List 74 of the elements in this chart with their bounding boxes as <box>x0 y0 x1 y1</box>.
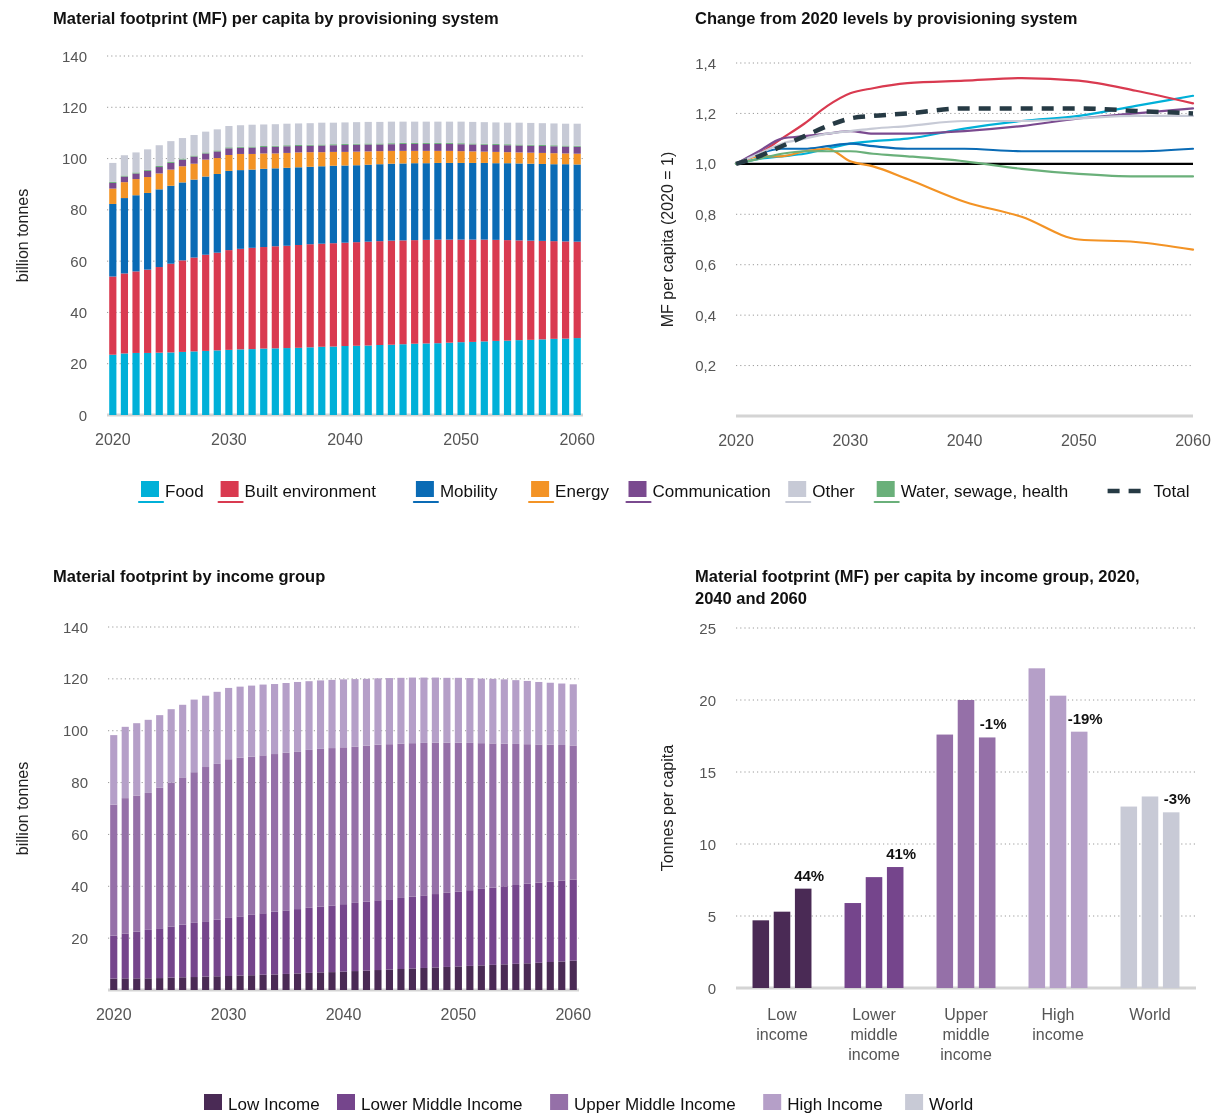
y-tick-label: 60 <box>71 825 88 843</box>
y-tick-label: 40 <box>70 303 87 321</box>
y-tick-label: 0 <box>78 406 87 424</box>
y-tick-label: 10 <box>699 835 716 853</box>
x-tick-label: 2020 <box>95 1006 132 1023</box>
legend-label: Total <box>1153 481 1190 501</box>
y-tick-label: 20 <box>699 691 716 709</box>
x-tick-label: 2050 <box>443 431 479 448</box>
chart-title: Material footprint (MF) per capita by provisioning system <box>53 9 499 27</box>
y-tick-label: 20 <box>71 929 88 947</box>
annotation: 44% <box>794 866 825 884</box>
chart-title: Material footprint (MF) per capita by income group, 2020, 2040 and 2060 <box>695 567 1140 607</box>
x-tick-label: Upper middle income <box>940 1006 992 1063</box>
y-tick-label: 0,6 <box>695 256 716 274</box>
annotation: 41% <box>886 845 917 863</box>
legend-label: Upper Middle Income <box>574 1094 736 1114</box>
y-tick-label: 20 <box>70 355 87 373</box>
chart-title: Change from 2020 levels by provisioning system <box>695 9 1078 27</box>
x-tick-label: 2030 <box>210 1006 247 1023</box>
x-tick-label: 2020 <box>718 432 754 449</box>
legend-label: High Income <box>787 1094 883 1114</box>
annotation: -1% <box>979 715 1007 733</box>
y-tick-label: 80 <box>71 774 88 792</box>
y-axis-title: MF per capita (2020 = 1) <box>658 151 676 328</box>
y-tick-label: 5 <box>707 907 716 925</box>
y-tick-label: 140 <box>62 618 88 636</box>
y-tick-label: 1,0 <box>695 155 716 173</box>
x-tick-label: 2040 <box>325 1006 362 1023</box>
y-tick-label: 0 <box>707 979 716 997</box>
y-tick-label: 0,2 <box>695 357 716 375</box>
legend-label: Other <box>812 481 856 501</box>
y-tick-label: 0,4 <box>695 306 716 324</box>
x-tick-label: 2030 <box>832 432 869 449</box>
x-tick-label: Low income <box>756 1006 808 1043</box>
x-tick-label: 2040 <box>327 431 363 448</box>
legend-label: Communication <box>652 481 771 501</box>
x-tick-label: World <box>1129 1006 1171 1023</box>
x-tick-label: 2050 <box>1060 432 1097 449</box>
y-tick-label: 25 <box>699 619 716 637</box>
y-axis-title: Tonnes per capita <box>658 744 676 872</box>
legend-label: Lower Middle Income <box>361 1094 523 1114</box>
y-tick-label: 120 <box>61 98 87 116</box>
y-tick-label: 1,2 <box>695 104 716 122</box>
x-tick-label: 2040 <box>946 432 983 449</box>
legend-label: Mobility <box>439 481 499 501</box>
legend-label: Energy <box>555 481 610 501</box>
y-tick-label: 0,8 <box>695 205 716 223</box>
x-tick-label: 2060 <box>1175 432 1211 449</box>
y-tick-label: 120 <box>62 670 88 688</box>
y-tick-label: 15 <box>699 763 716 781</box>
x-tick-label: Lower middle income <box>848 1006 900 1063</box>
y-tick-label: 60 <box>70 252 87 270</box>
annotation: -19% <box>1067 709 1103 727</box>
x-tick-label: 2050 <box>440 1006 477 1023</box>
y-axis-title: billion tonnes <box>13 761 31 856</box>
legend-label: Built environment <box>244 481 377 501</box>
x-tick-label: 2060 <box>559 431 596 448</box>
y-tick-label: 1,4 <box>695 54 716 72</box>
x-tick-label: 2020 <box>95 431 131 448</box>
category-label: World <box>929 1094 974 1114</box>
legend-label: Water, sewage, health <box>900 481 1069 501</box>
y-tick-label: 140 <box>61 47 87 65</box>
x-tick-label: 2030 <box>211 431 247 448</box>
y-tick-label: 80 <box>70 201 87 219</box>
legend-label: Food <box>165 481 204 501</box>
annotation: -3% <box>1163 790 1191 808</box>
x-tick-label: High income <box>1032 1006 1084 1043</box>
y-tick-label: 100 <box>62 722 88 740</box>
x-tick-label: 2060 <box>555 1006 592 1023</box>
legend-label: Low Income <box>228 1094 320 1114</box>
chart-title: Material footprint by income group <box>53 567 326 585</box>
y-tick-label: 40 <box>71 877 88 895</box>
y-axis-title: billion tonnes <box>13 188 31 283</box>
y-tick-label: 100 <box>61 150 87 168</box>
